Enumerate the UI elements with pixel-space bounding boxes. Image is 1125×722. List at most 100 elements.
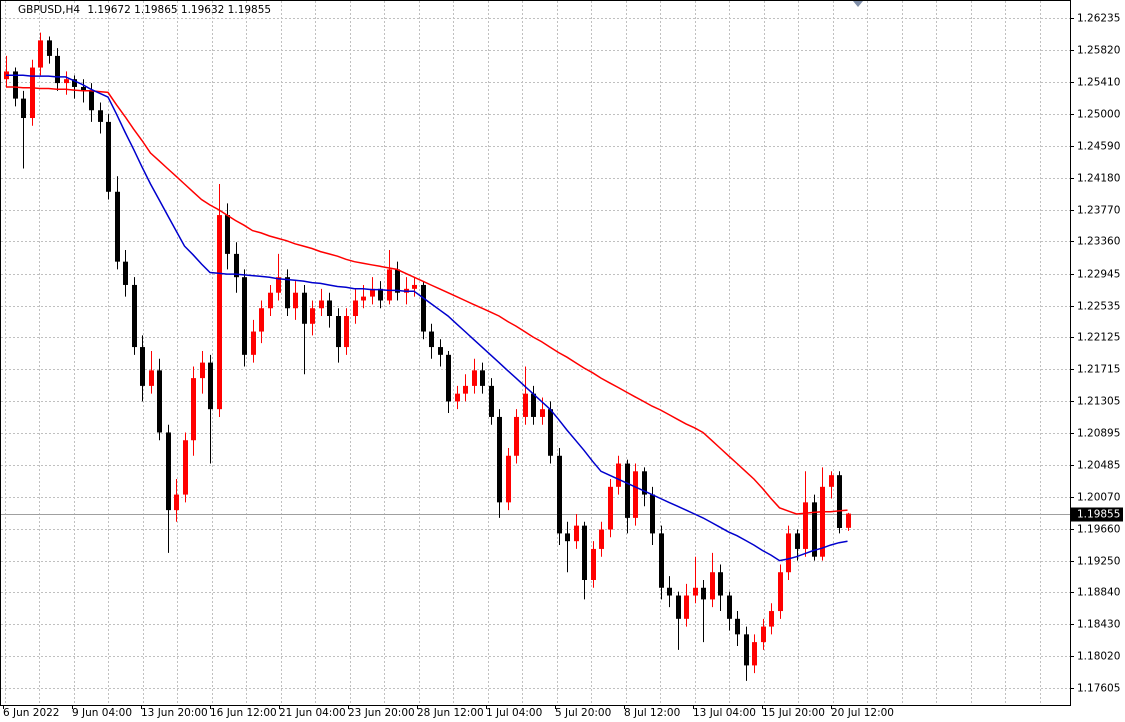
y-tick-label: 1.24180 — [1077, 173, 1120, 185]
candle-body — [718, 572, 723, 596]
candle-body — [557, 455, 562, 534]
y-tick-label: 1.24590 — [1077, 141, 1120, 153]
y-tick-label: 1.23770 — [1077, 205, 1120, 217]
candle-body — [38, 40, 43, 68]
candle-body — [310, 308, 315, 324]
candle-body — [650, 494, 655, 534]
candle-body — [378, 288, 383, 301]
y-tick-label: 1.18430 — [1077, 619, 1120, 631]
candle-body — [285, 277, 290, 309]
open-value: 1.19672 — [87, 4, 130, 16]
last-price-label: 1.19855 — [1077, 509, 1120, 521]
candle-body — [217, 215, 222, 410]
candle-body — [344, 316, 349, 348]
x-tick-label: 21 Jun 04:00 — [279, 707, 346, 719]
candle-body — [506, 455, 511, 503]
plot-frame — [0, 0, 1071, 706]
candle-body — [803, 502, 808, 549]
candle-body — [387, 269, 392, 301]
candle-body — [259, 308, 264, 332]
candle-body — [778, 572, 783, 612]
x-tick-label: 20 Jul 12:00 — [831, 707, 894, 719]
x-tick-label: 28 Jun 12:00 — [417, 707, 484, 719]
moving-average — [6, 86, 848, 515]
candle-body — [608, 486, 613, 530]
candle-body — [336, 316, 341, 348]
candle-body — [200, 362, 205, 379]
candle-body — [786, 533, 791, 573]
candle-body — [565, 533, 570, 542]
x-tick-label: 8 Jul 12:00 — [624, 707, 680, 719]
y-tick-label: 1.20895 — [1077, 428, 1120, 440]
candle-body — [361, 296, 366, 301]
candle-body — [735, 618, 740, 635]
candle-body — [633, 471, 638, 518]
candle-body — [744, 634, 749, 666]
candle-body — [574, 525, 579, 542]
candle-body — [480, 370, 485, 386]
x-tick-label: 13 Jun 20:00 — [141, 707, 208, 719]
candle-body — [208, 362, 213, 410]
y-tick-label: 1.22945 — [1077, 269, 1120, 281]
y-tick-label: 1.25000 — [1077, 109, 1120, 121]
candle-body — [446, 354, 451, 402]
candle-body — [276, 277, 281, 293]
candle-body — [319, 300, 324, 309]
candle-body — [149, 370, 154, 386]
candle-body — [497, 416, 502, 503]
candle-body — [132, 284, 137, 348]
candle-body — [846, 513, 851, 528]
candle-body — [812, 502, 817, 557]
y-tick-label: 1.26235 — [1077, 13, 1120, 25]
candle-body — [761, 626, 766, 643]
y-tick-label: 1.19250 — [1077, 556, 1120, 568]
low-value: 1.19632 — [181, 4, 224, 16]
candle-body — [421, 284, 426, 332]
candle-body — [21, 98, 26, 119]
candle-body — [514, 416, 519, 456]
candle-body — [64, 79, 69, 84]
candle-body — [837, 475, 842, 528]
y-tick-label: 1.20070 — [1077, 492, 1120, 504]
candle-body — [353, 300, 358, 317]
candle-body — [370, 288, 375, 297]
x-tick-label: 1 Jul 04:00 — [486, 707, 542, 719]
candle-body — [89, 90, 94, 111]
candle-body — [531, 393, 536, 417]
candle-body — [327, 300, 332, 317]
x-tick-label: 23 Jun 20:00 — [348, 707, 415, 719]
candle-body — [438, 347, 443, 355]
candle-body — [251, 331, 256, 355]
candle-body — [183, 440, 188, 495]
candle-body — [489, 385, 494, 417]
candle-body — [242, 277, 247, 355]
axes: 1.26235 1.25820 1.25410 1.25000 1.24590 1.241… — [3, 13, 1123, 719]
x-tick-label: 9 Jun 04:00 — [72, 707, 132, 719]
y-tick-label: 1.20485 — [1077, 460, 1120, 472]
candle-body — [157, 370, 162, 433]
candle-body — [166, 432, 171, 511]
candle-body — [625, 463, 630, 518]
x-tick-label: 15 Jul 20:00 — [762, 707, 825, 719]
y-tick-label: 1.21305 — [1077, 396, 1120, 408]
candle-body — [455, 393, 460, 402]
candle-body — [30, 67, 35, 119]
candle-body — [523, 393, 528, 417]
high-value: 1.19865 — [134, 4, 177, 16]
candle-body — [701, 587, 706, 600]
symbol: GBPUSD,H4 — [18, 4, 80, 16]
candle-body — [72, 79, 77, 87]
candle-body — [540, 409, 545, 417]
candle-body — [659, 533, 664, 588]
candle-body — [769, 611, 774, 627]
y-tick-label: 1.19660 — [1077, 524, 1120, 536]
candle-body — [106, 121, 111, 192]
y-tick-label: 1.18020 — [1077, 651, 1120, 663]
moving-average — [6, 74, 848, 562]
y-tick-label: 1.25410 — [1077, 77, 1120, 89]
y-tick-label: 1.22535 — [1077, 301, 1120, 313]
candle-body — [115, 191, 120, 262]
candle-body — [667, 587, 672, 596]
candle-body — [302, 292, 307, 324]
